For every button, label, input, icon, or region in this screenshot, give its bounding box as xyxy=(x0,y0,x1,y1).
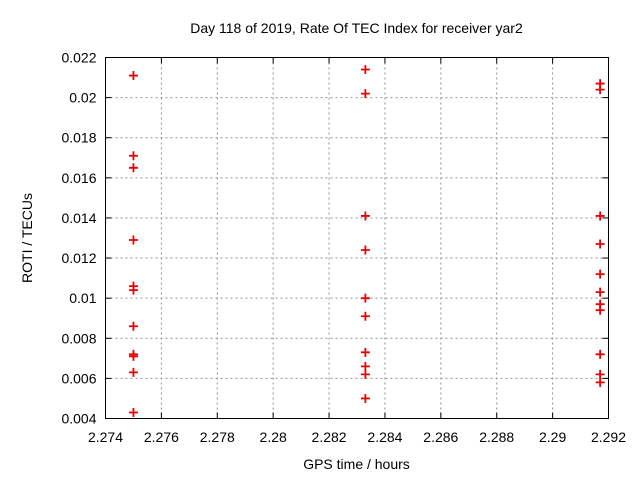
x-tick-label: 2.28 xyxy=(260,429,287,445)
chart-title: Day 118 of 2019, Rate Of TEC Index for r… xyxy=(190,20,523,36)
data-point-marker xyxy=(360,89,370,99)
y-tick-label: 0.022 xyxy=(61,50,96,66)
x-tick-label: 2.286 xyxy=(423,429,458,445)
x-tick-label: 2.288 xyxy=(479,429,514,445)
y-tick-label: 0.016 xyxy=(61,170,96,186)
data-point-marker xyxy=(595,211,605,221)
data-point-marker xyxy=(595,377,605,387)
data-point-marker xyxy=(128,407,138,417)
data-point-marker xyxy=(128,163,138,173)
data-point-marker xyxy=(128,235,138,245)
y-tick-label: 0.004 xyxy=(61,411,96,427)
y-tick-label: 0.018 xyxy=(61,130,96,146)
data-point-marker xyxy=(595,85,605,95)
y-tick-label: 0.012 xyxy=(61,250,96,266)
x-tick-label: 2.29 xyxy=(539,429,566,445)
y-tick-label: 0.006 xyxy=(61,370,96,386)
data-point-marker xyxy=(360,245,370,255)
data-point-marker xyxy=(595,287,605,297)
y-tick-label: 0.008 xyxy=(61,330,96,346)
y-tick-label: 0.01 xyxy=(69,290,96,306)
y-axis-label: ROTI / TECUs xyxy=(19,193,35,283)
y-tick-label: 0.02 xyxy=(69,90,96,106)
data-point-marker xyxy=(128,285,138,295)
data-point-marker xyxy=(595,349,605,359)
data-point-marker xyxy=(360,361,370,371)
data-point-marker xyxy=(128,321,138,331)
data-point-marker xyxy=(360,393,370,403)
y-tick-label: 0.014 xyxy=(61,210,96,226)
x-tick-label: 2.282 xyxy=(312,429,347,445)
data-point-marker xyxy=(595,305,605,315)
data-point-marker xyxy=(128,151,138,161)
data-point-marker xyxy=(360,347,370,357)
x-tick-label: 2.274 xyxy=(88,429,123,445)
data-point-marker xyxy=(595,269,605,279)
data-point-marker xyxy=(360,211,370,221)
data-point-marker xyxy=(595,239,605,249)
plot-frame xyxy=(105,57,609,419)
x-axis-label: GPS time / hours xyxy=(303,456,410,472)
data-point-marker xyxy=(595,369,605,379)
x-tick-label: 2.278 xyxy=(200,429,235,445)
data-point-marker xyxy=(128,351,138,361)
data-point-marker xyxy=(360,293,370,303)
x-tick-label: 2.292 xyxy=(591,429,626,445)
x-tick-label: 2.284 xyxy=(367,429,402,445)
x-tick-label: 2.276 xyxy=(144,429,179,445)
data-point-marker xyxy=(360,311,370,321)
data-point-marker xyxy=(360,369,370,379)
data-point-marker xyxy=(360,65,370,75)
data-point-marker xyxy=(128,71,138,81)
data-point-marker xyxy=(128,367,138,377)
